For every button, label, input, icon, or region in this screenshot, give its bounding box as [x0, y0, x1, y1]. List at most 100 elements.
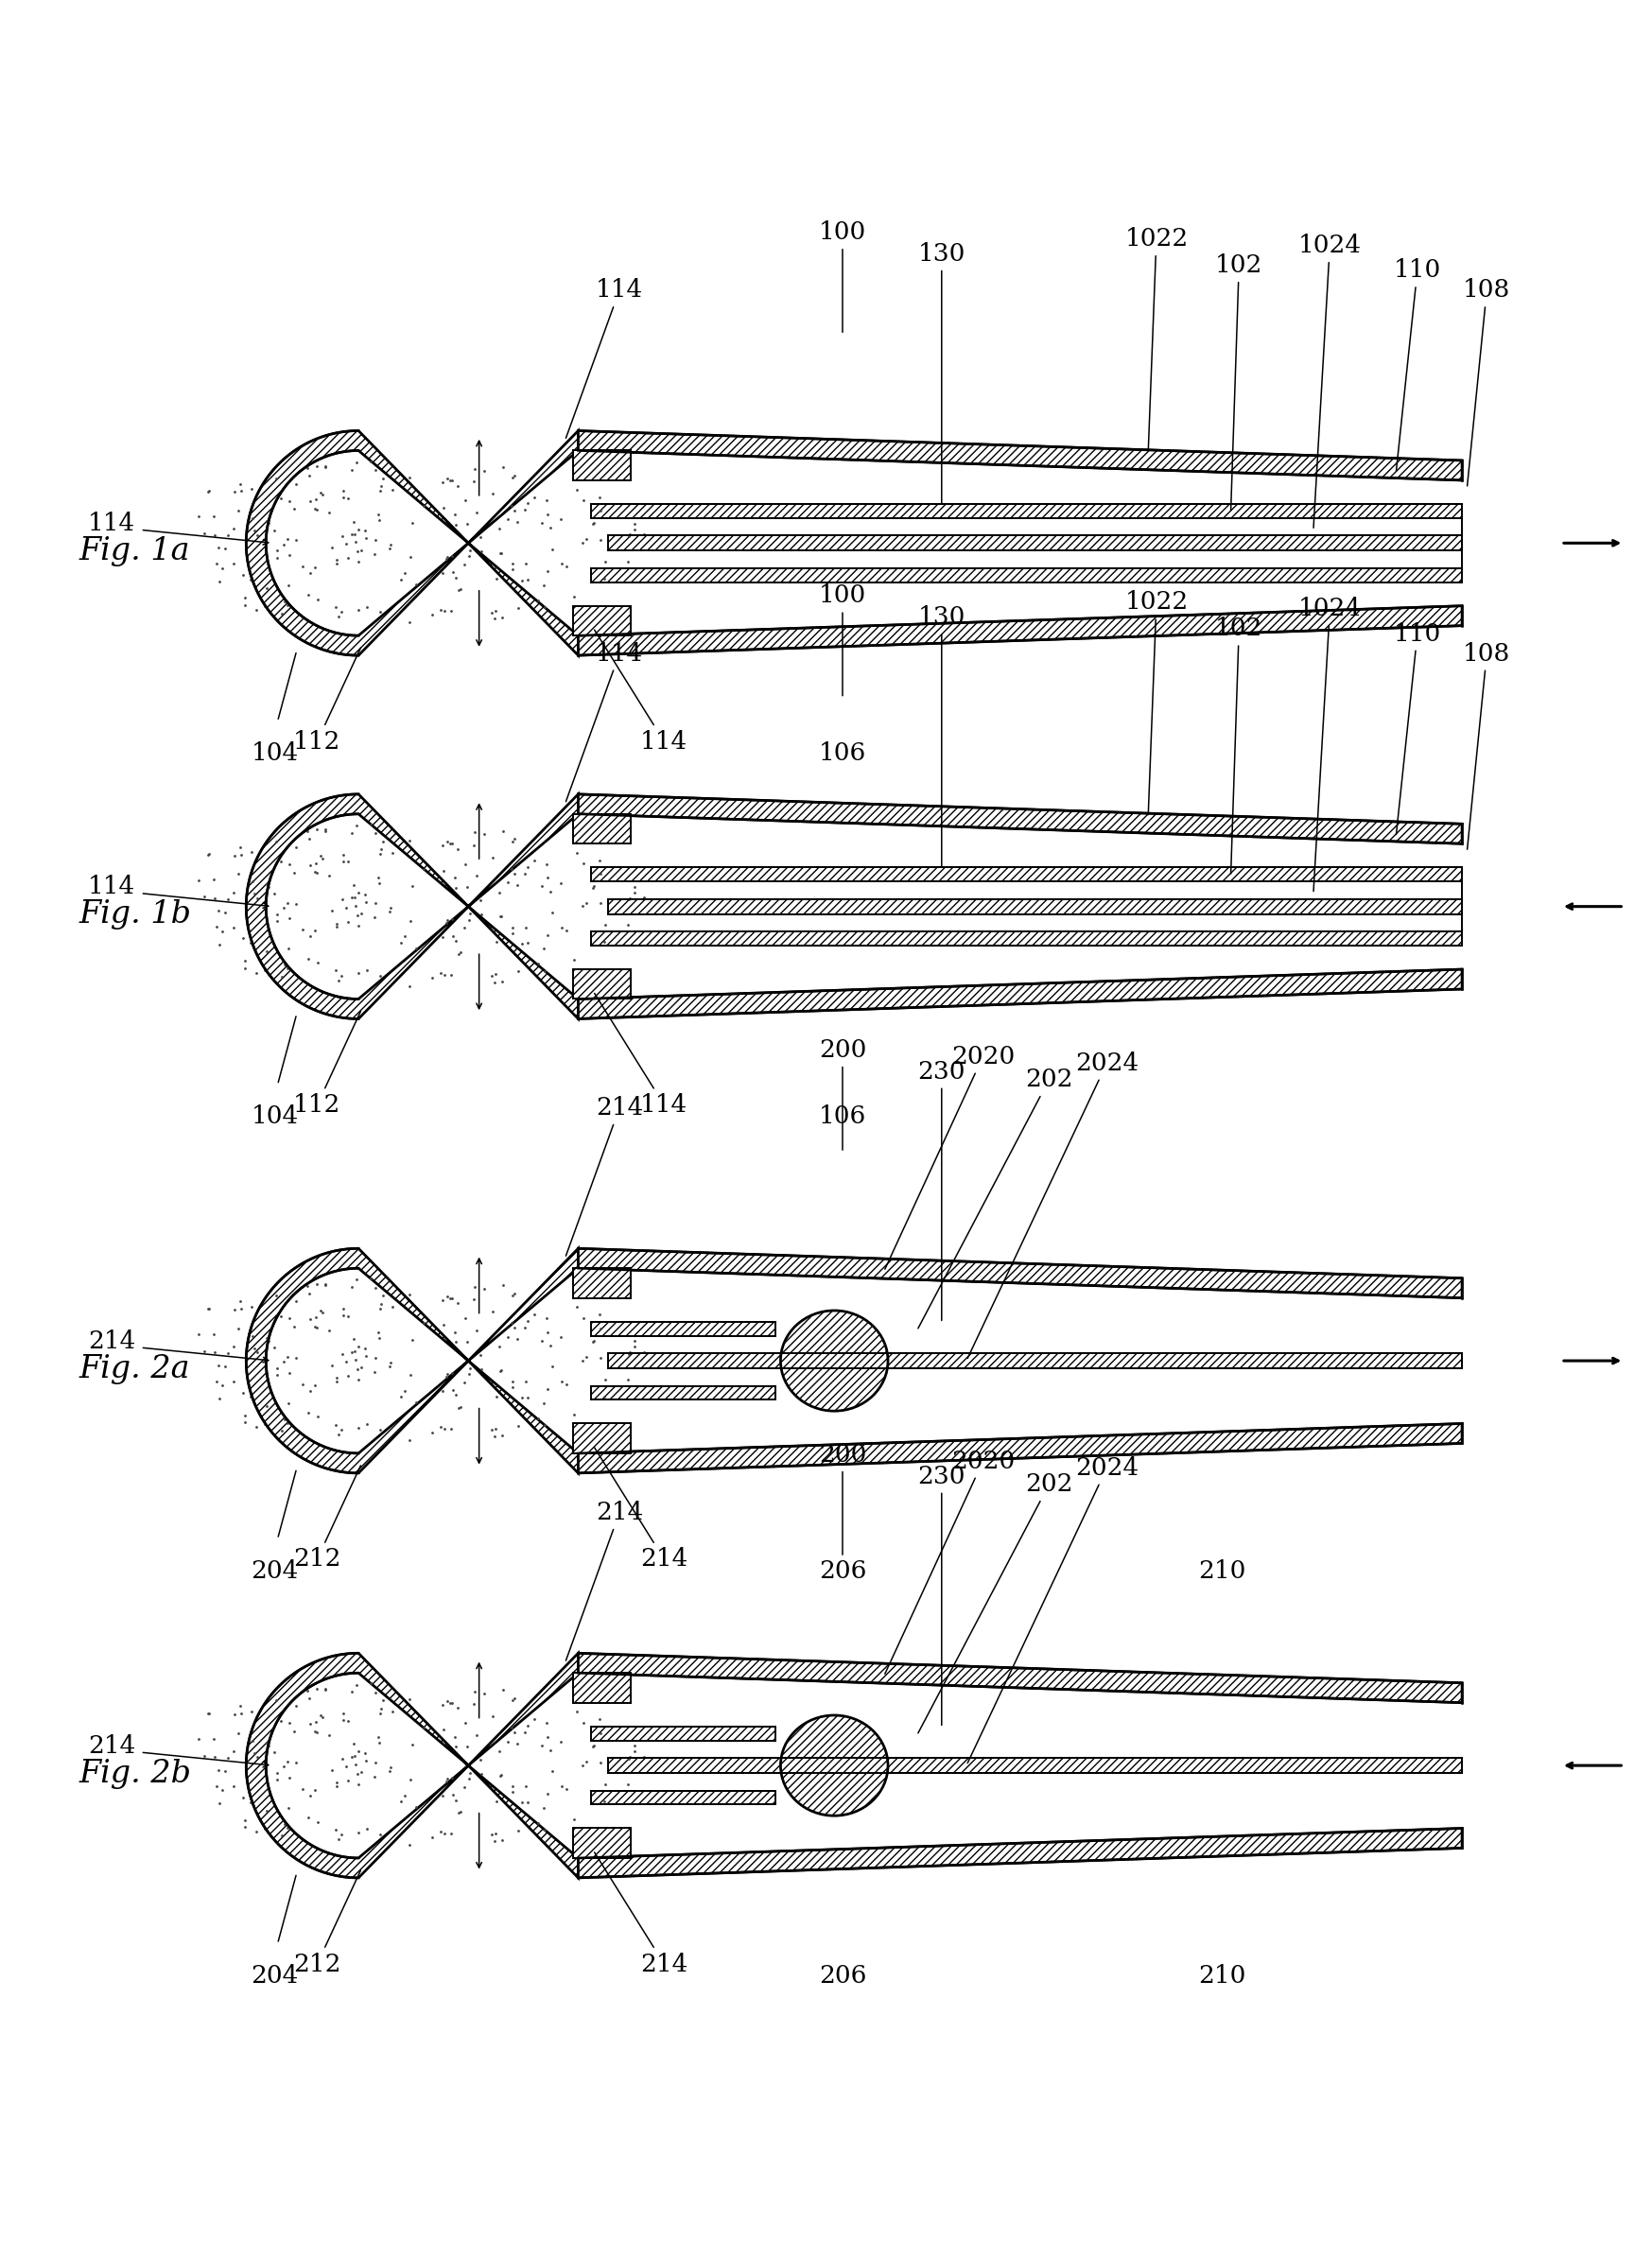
Point: [468, 533, 494, 569]
Point: [588, 1744, 615, 1780]
Point: [537, 1328, 563, 1364]
Point: [621, 1733, 648, 1769]
Text: 2020: 2020: [885, 1044, 1014, 1270]
Point: [297, 483, 324, 520]
Point: [464, 1717, 491, 1753]
Bar: [591, 1791, 776, 1805]
Point: [591, 924, 618, 960]
Point: [329, 1335, 355, 1371]
Point: [319, 1346, 345, 1383]
Point: [253, 1742, 279, 1778]
Point: [335, 479, 362, 515]
Point: [306, 1398, 332, 1434]
Point: [365, 1719, 392, 1755]
Point: [312, 1669, 339, 1706]
Point: [443, 1315, 469, 1351]
Point: [240, 499, 266, 535]
Point: [461, 1674, 487, 1710]
Point: [367, 594, 393, 630]
Text: 214: 214: [88, 1328, 135, 1353]
Point: [330, 843, 357, 879]
Point: [362, 535, 388, 572]
Point: [363, 1340, 390, 1376]
Point: [499, 1306, 525, 1342]
Point: [352, 520, 378, 556]
Point: [316, 1717, 342, 1753]
Point: [477, 958, 504, 994]
Point: [362, 1758, 388, 1794]
Point: [532, 1407, 558, 1444]
Point: [591, 906, 618, 942]
Bar: [608, 535, 1462, 551]
Point: [297, 1706, 324, 1742]
Point: [380, 836, 406, 872]
Point: [236, 924, 263, 960]
Point: [434, 1762, 461, 1798]
Point: [499, 1279, 525, 1315]
Point: [264, 897, 291, 933]
Point: [334, 1748, 360, 1785]
Point: [238, 470, 264, 506]
Point: [205, 1751, 231, 1787]
Point: [329, 517, 355, 553]
Point: [479, 477, 506, 513]
Point: [345, 1328, 372, 1364]
Point: [529, 506, 555, 542]
Point: [439, 538, 466, 574]
Point: [276, 901, 302, 937]
Point: [334, 1344, 360, 1380]
Polygon shape: [578, 1654, 1462, 1703]
Point: [340, 1322, 367, 1358]
Point: [312, 813, 339, 849]
Point: [501, 1310, 527, 1346]
Point: [456, 1760, 482, 1796]
Point: [477, 594, 504, 630]
Point: [345, 874, 372, 910]
Point: [339, 515, 365, 551]
Point: [388, 560, 415, 596]
Text: 114: 114: [88, 511, 135, 535]
Point: [345, 1733, 372, 1769]
Bar: [591, 1322, 776, 1335]
Point: [281, 1715, 307, 1751]
Point: [276, 1385, 302, 1421]
Point: [322, 953, 349, 989]
Point: [236, 1785, 263, 1821]
Text: 112: 112: [294, 1012, 360, 1116]
Point: [468, 897, 494, 933]
Point: [349, 531, 375, 567]
Point: [368, 831, 395, 867]
Point: [367, 1816, 393, 1852]
Point: [289, 1771, 316, 1807]
Point: [202, 517, 228, 553]
Point: [306, 1803, 332, 1839]
Point: [448, 572, 474, 608]
Point: [443, 870, 469, 906]
Point: [530, 931, 557, 967]
Point: [396, 459, 423, 495]
Point: [253, 520, 279, 556]
Point: [534, 1315, 560, 1351]
Point: [430, 1373, 456, 1410]
Point: [499, 1364, 525, 1401]
Point: [411, 1710, 438, 1746]
Point: [396, 822, 423, 858]
Polygon shape: [246, 1654, 578, 1877]
Text: 230: 230: [919, 1464, 965, 1726]
Point: [370, 1279, 396, 1315]
Point: [461, 1281, 487, 1317]
Point: [330, 472, 357, 508]
Point: [253, 1319, 279, 1355]
Point: [570, 1299, 596, 1335]
Text: 210: 210: [1199, 1963, 1246, 1988]
Point: [329, 958, 355, 994]
Point: [539, 1753, 565, 1789]
Point: [512, 910, 539, 947]
Point: [228, 1694, 254, 1730]
Point: [580, 1324, 606, 1360]
Text: 112: 112: [294, 648, 360, 752]
Point: [268, 1412, 294, 1448]
Point: [430, 1778, 456, 1814]
Point: [238, 1692, 264, 1728]
Polygon shape: [246, 795, 578, 1019]
